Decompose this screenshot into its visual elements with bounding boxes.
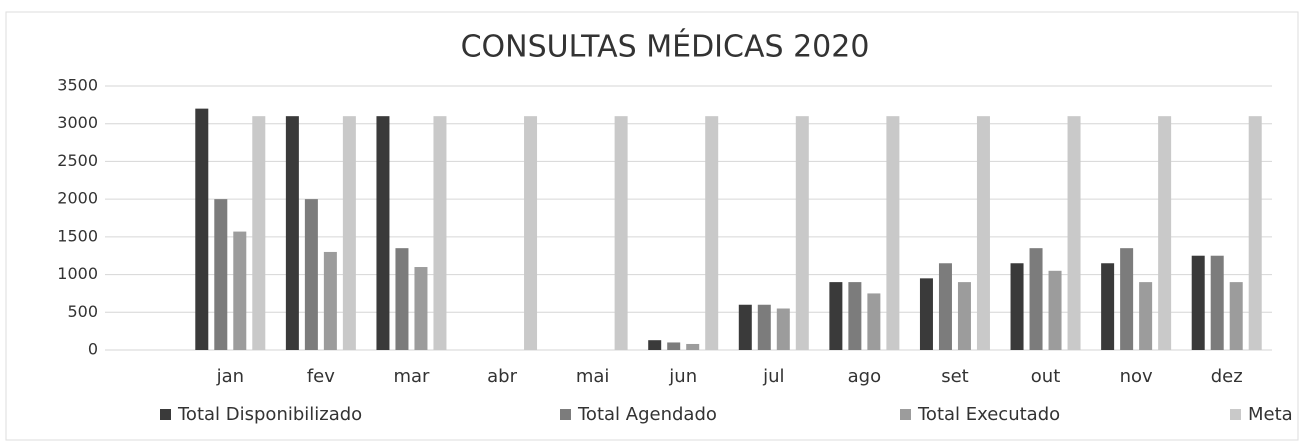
chart-title: CONSULTAS MÉDICAS 2020 <box>461 29 870 65</box>
bar <box>938 263 952 350</box>
bar <box>342 116 356 351</box>
legend-swatch <box>160 409 171 420</box>
bar <box>686 343 700 350</box>
bar <box>1158 116 1172 351</box>
legend-label: Total Executado <box>917 404 1060 425</box>
bar <box>757 304 771 350</box>
bar <box>1191 255 1205 350</box>
y-tick-label: 0 <box>88 340 98 359</box>
y-tick-label: 3000 <box>57 113 98 132</box>
chart-border <box>5 11 1299 441</box>
bar <box>1048 270 1062 350</box>
x-tick-label: set <box>941 366 969 387</box>
bar <box>285 116 299 351</box>
x-tick-label: out <box>1031 366 1060 387</box>
x-tick-label: ago <box>848 366 881 387</box>
x-tick-label: nov <box>1120 366 1153 387</box>
bar <box>795 116 809 351</box>
bar <box>304 199 318 350</box>
x-tick-label: jul <box>762 366 784 387</box>
bar <box>1139 282 1153 350</box>
bar <box>738 304 752 350</box>
bar <box>252 116 266 351</box>
bar <box>1229 282 1243 350</box>
y-tick-label: 2500 <box>57 151 98 170</box>
y-tick-label: 3500 <box>57 76 98 95</box>
bar <box>195 108 209 350</box>
legend-label: Meta <box>1248 404 1293 425</box>
bar <box>1248 116 1262 351</box>
bar <box>395 248 409 350</box>
bar <box>829 282 843 350</box>
bar <box>776 308 790 350</box>
bar <box>1120 248 1134 350</box>
bar <box>1067 116 1081 351</box>
bar <box>1210 255 1224 350</box>
bar <box>1029 248 1043 350</box>
x-tick-label: mar <box>393 366 430 387</box>
bar <box>886 116 900 351</box>
x-tick-label: jun <box>668 366 697 387</box>
bar <box>867 293 881 350</box>
bar <box>1010 263 1024 350</box>
y-tick-label: 500 <box>67 302 98 321</box>
bar <box>614 116 628 351</box>
bar <box>323 251 337 350</box>
x-tick-label: fev <box>307 366 335 387</box>
bar <box>648 340 662 350</box>
bar <box>976 116 990 351</box>
y-tick-label: 1000 <box>57 264 98 283</box>
bar <box>705 116 719 351</box>
bar <box>376 116 390 351</box>
legend-swatch <box>900 409 911 420</box>
bar <box>1101 263 1115 350</box>
y-tick-label: 1500 <box>57 226 98 245</box>
bar <box>214 199 228 350</box>
bar <box>233 231 247 350</box>
x-tick-label: dez <box>1211 366 1243 387</box>
bar <box>667 342 681 350</box>
bar <box>957 282 971 350</box>
legend-label: Total Agendado <box>577 404 717 425</box>
legend-swatch <box>1230 409 1241 420</box>
bar <box>919 278 933 350</box>
bar <box>524 116 538 351</box>
x-tick-label: jan <box>216 366 244 387</box>
legend-label: Total Disponibilizado <box>177 404 362 425</box>
bar <box>414 267 428 350</box>
bar <box>848 282 862 350</box>
y-tick-label: 2000 <box>57 189 98 208</box>
x-tick-label: abr <box>487 366 517 387</box>
legend-swatch <box>560 409 571 420</box>
bar <box>433 116 447 351</box>
x-tick-label: mai <box>576 366 610 387</box>
